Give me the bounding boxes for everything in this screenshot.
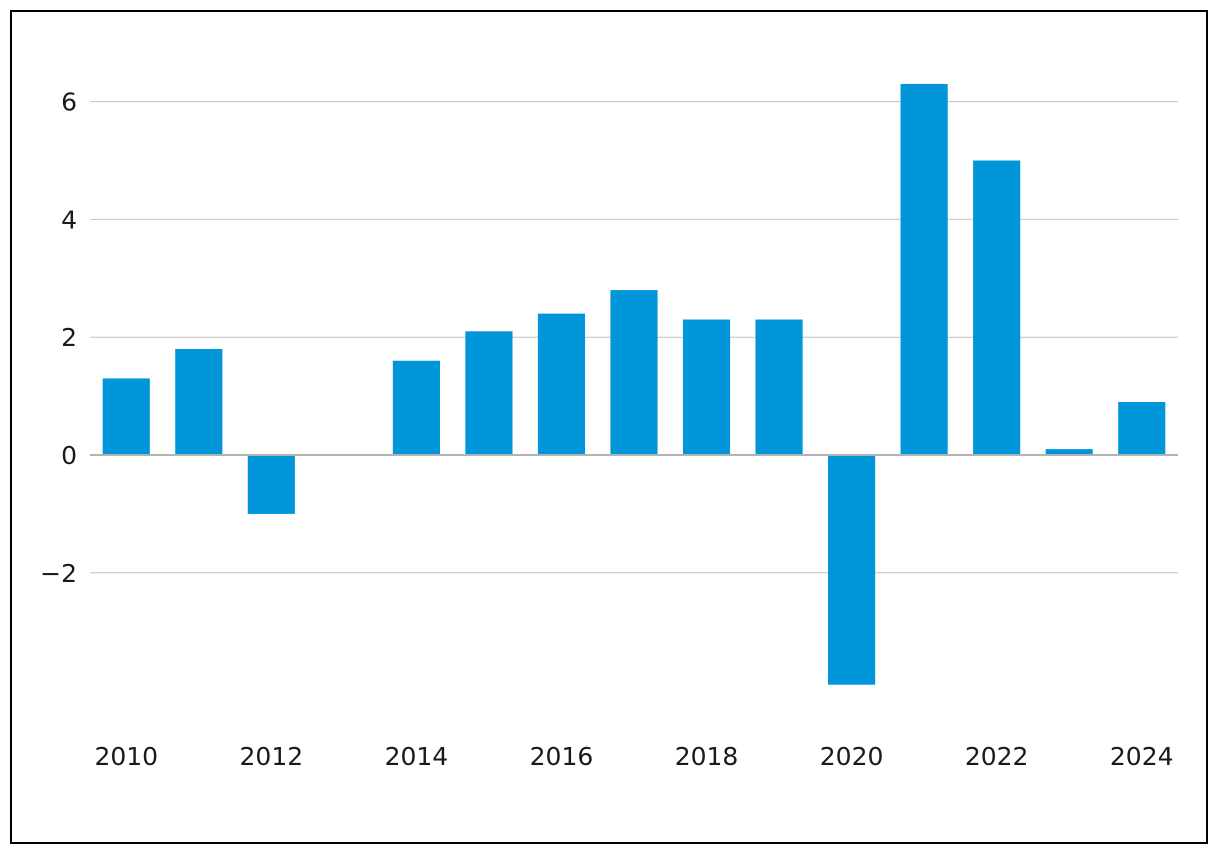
y-tick-label: 6 (61, 88, 77, 117)
y-tick-label: −2 (40, 559, 77, 588)
y-tick-label: 4 (61, 205, 77, 234)
bar-2019 (755, 319, 803, 455)
x-tick-label: 2018 (675, 742, 739, 771)
y-tick-labels: 6 4 2 0 −2 (40, 88, 77, 588)
bar-2024 (1118, 401, 1166, 455)
x-tick-label: 2010 (94, 742, 158, 771)
chart-frame (10, 10, 1208, 844)
bar-2010 (102, 378, 150, 455)
bar-2017 (610, 290, 658, 455)
x-tick-labels: 2010 2012 2014 2016 2018 2020 2022 2024 (94, 742, 1173, 771)
bar-2014 (392, 360, 440, 455)
bar-2018 (682, 319, 731, 455)
x-tick-label: 2012 (240, 742, 304, 771)
y-tick-label: 2 (61, 323, 77, 352)
x-tick-label: 2020 (820, 742, 884, 771)
bar-2023 (1045, 449, 1093, 455)
bar-2011 (175, 348, 223, 455)
bar-2022 (973, 160, 1021, 455)
y-tick-label: 0 (61, 441, 77, 470)
bar-2016 (537, 313, 586, 455)
x-tick-label: 2024 (1110, 742, 1174, 771)
bar-2012 (247, 455, 295, 514)
bar-2021 (900, 83, 948, 456)
x-tick-label: 2016 (530, 742, 594, 771)
x-tick-label: 2014 (385, 742, 449, 771)
x-tick-label: 2022 (965, 742, 1029, 771)
bar-2015 (465, 331, 513, 455)
bar-2020 (828, 455, 876, 685)
bars (102, 83, 1166, 685)
